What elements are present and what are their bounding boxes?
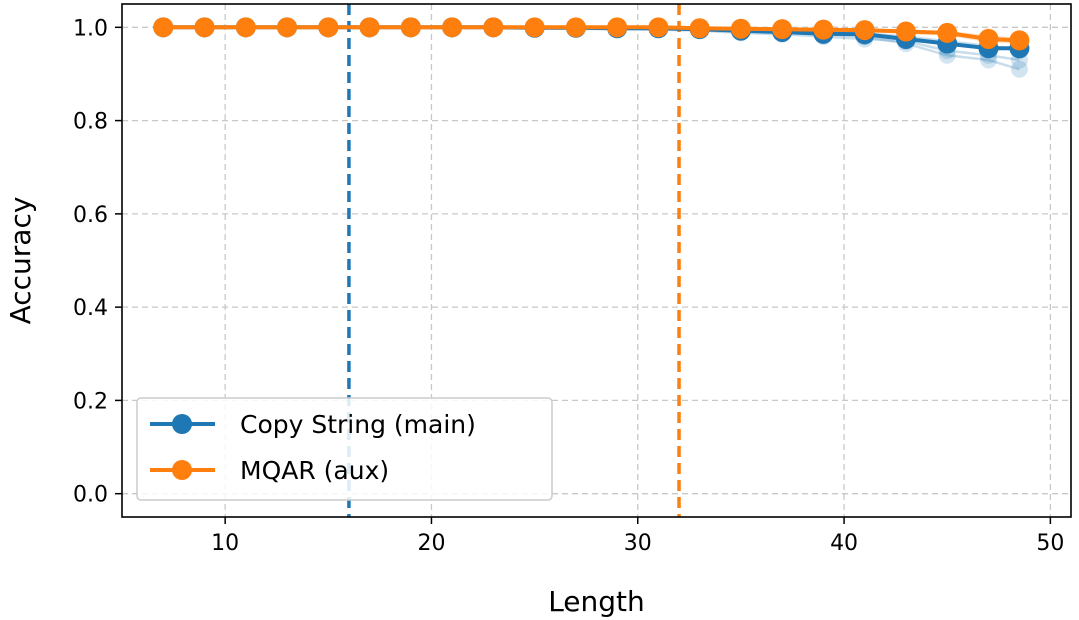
legend: Copy String (main) MQAR (aux) bbox=[136, 397, 553, 501]
x-tick-label: 20 bbox=[417, 531, 445, 556]
y-tick-label: 0.4 bbox=[73, 296, 108, 321]
series-layer bbox=[153, 17, 1030, 78]
series-point bbox=[1009, 30, 1030, 51]
series-point bbox=[648, 17, 669, 38]
series-point bbox=[318, 17, 339, 38]
axis-ticks: 10 20 30 40 50 0.0 0.2 0.4 0.6 0.8 1.0 bbox=[73, 16, 1064, 556]
series-point bbox=[277, 17, 298, 38]
series-point bbox=[730, 18, 751, 39]
faint-run-point bbox=[1010, 60, 1028, 78]
y-axis-title: Accuracy bbox=[4, 197, 37, 325]
series-point bbox=[607, 17, 628, 38]
series-point bbox=[194, 17, 215, 38]
series-point bbox=[978, 28, 999, 49]
series-point bbox=[895, 21, 916, 42]
y-tick-label: 0.6 bbox=[73, 203, 108, 228]
series-point bbox=[689, 18, 710, 39]
x-tick-label: 30 bbox=[624, 531, 652, 556]
legend-marker bbox=[172, 460, 192, 480]
series-point bbox=[524, 17, 545, 38]
x-tick-label: 40 bbox=[830, 531, 858, 556]
y-tick-label: 0.0 bbox=[73, 483, 108, 508]
legend-marker bbox=[172, 414, 192, 434]
legend-label: Copy String (main) bbox=[240, 410, 476, 439]
series-point bbox=[772, 19, 793, 40]
series-point bbox=[937, 22, 958, 43]
y-tick-label: 0.8 bbox=[73, 110, 108, 135]
legend-label: MQAR (aux) bbox=[240, 456, 389, 485]
x-tick-label: 10 bbox=[211, 531, 239, 556]
series-point bbox=[813, 19, 834, 40]
series-point bbox=[483, 17, 504, 38]
y-tick-label: 1.0 bbox=[73, 16, 108, 41]
series-point bbox=[442, 17, 463, 38]
series-point bbox=[565, 17, 586, 38]
legend-box bbox=[136, 397, 553, 501]
series-line bbox=[163, 25, 1020, 43]
series-point bbox=[153, 17, 174, 38]
x-axis-title: Length bbox=[548, 585, 645, 618]
series-point bbox=[235, 17, 256, 38]
x-tick-label: 50 bbox=[1036, 531, 1064, 556]
plot-frame bbox=[121, 3, 1072, 518]
series-point bbox=[854, 20, 875, 41]
y-tick-label: 0.2 bbox=[73, 389, 108, 414]
series-point bbox=[400, 17, 421, 38]
series-point bbox=[359, 17, 380, 38]
